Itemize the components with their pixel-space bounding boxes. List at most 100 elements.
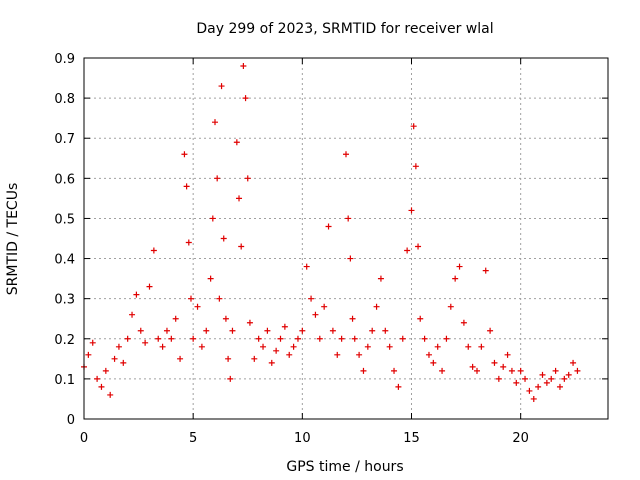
data-point — [227, 375, 234, 382]
y-tick-label: 0.4 — [54, 253, 75, 268]
axis-ticks: 0 0.1 0.2 0.3 0.4 0.5 0.6 0.7 0.8 0.9 0 5 10 15 20 — [54, 52, 608, 446]
data-point — [255, 335, 262, 342]
data-point — [146, 283, 153, 290]
data-point — [412, 163, 419, 170]
data-point — [338, 335, 345, 342]
y-tick-label: 0.1 — [54, 373, 75, 388]
data-point — [137, 327, 144, 334]
data-point — [150, 247, 157, 254]
data-point — [212, 119, 218, 126]
x-axis-label: GPS time / hours — [286, 459, 403, 475]
x-tick-label: 15 — [403, 431, 420, 446]
data-point — [345, 215, 352, 222]
data-point — [220, 235, 227, 242]
data-point — [273, 347, 280, 354]
data-point — [251, 355, 258, 362]
data-point — [218, 83, 225, 90]
data-point — [198, 343, 205, 350]
y-tick-label: 0.5 — [54, 212, 75, 227]
data-point — [294, 335, 301, 342]
data-point — [316, 335, 323, 342]
y-tick-label: 0.2 — [54, 333, 75, 348]
data-point — [349, 315, 356, 322]
data-point — [408, 207, 415, 214]
data-point — [111, 355, 118, 362]
data-point — [159, 343, 166, 350]
y-tick-label: 0.7 — [54, 132, 75, 147]
data-point — [574, 367, 581, 374]
data-point — [299, 327, 306, 334]
data-point — [240, 63, 247, 70]
data-point — [290, 343, 297, 350]
data-point — [456, 263, 463, 270]
data-point — [526, 387, 533, 394]
data-point — [530, 395, 537, 402]
data-point — [303, 263, 310, 270]
data-point — [465, 343, 472, 350]
data-point — [439, 367, 446, 374]
data-point — [308, 295, 315, 302]
chart-title: Day 299 of 2023, SRMTID for receiver wla… — [196, 21, 493, 37]
data-point — [535, 383, 542, 390]
x-tick-label: 0 — [80, 431, 88, 446]
data-point — [517, 367, 524, 374]
x-tick-label: 5 — [189, 431, 197, 446]
data-point — [163, 327, 170, 334]
data-point — [508, 367, 515, 374]
data-point — [382, 327, 389, 334]
data-point — [107, 391, 114, 398]
data-point — [351, 335, 358, 342]
data-point — [177, 355, 184, 362]
data-point — [102, 367, 109, 374]
data-point — [133, 291, 140, 298]
data-point — [447, 303, 454, 310]
data-point — [268, 359, 275, 366]
data-point — [94, 375, 101, 382]
data-point — [552, 367, 559, 374]
y-tick-label: 0.6 — [54, 172, 75, 187]
data-point — [421, 335, 428, 342]
data-point — [410, 123, 417, 130]
data-point — [522, 375, 529, 382]
data-point — [209, 215, 216, 222]
data-point — [216, 295, 223, 302]
x-tick-label: 20 — [512, 431, 529, 446]
grid-lines — [84, 58, 608, 419]
data-point — [513, 379, 520, 386]
data-point — [539, 371, 546, 378]
data-point — [347, 255, 354, 262]
data-point — [343, 151, 349, 158]
data-point — [233, 139, 240, 146]
data-point — [172, 315, 179, 322]
data-point — [222, 315, 229, 322]
y-tick-label: 0.9 — [54, 52, 75, 67]
data-point — [115, 343, 122, 350]
data-point — [500, 363, 507, 370]
data-point — [415, 243, 422, 250]
data-point — [225, 355, 232, 362]
data-point — [360, 367, 367, 374]
y-tick-label: 0 — [67, 413, 75, 428]
data-point — [570, 359, 577, 366]
data-point — [469, 363, 476, 370]
data-point — [124, 335, 131, 342]
data-point — [190, 335, 197, 342]
data-point — [142, 339, 149, 346]
data-point — [543, 379, 550, 386]
data-point — [443, 335, 450, 342]
data-point — [85, 351, 92, 358]
data-point — [181, 151, 188, 158]
data-point — [395, 383, 402, 390]
data-point — [386, 343, 393, 350]
data-point — [281, 323, 288, 330]
plot-frame — [83, 57, 609, 420]
data-point — [264, 327, 271, 334]
data-point — [460, 319, 467, 326]
data-point — [417, 315, 424, 322]
data-point — [286, 351, 293, 358]
data-point — [495, 375, 502, 382]
data-point — [244, 175, 251, 182]
data-point — [373, 303, 380, 310]
y-tick-label: 0.8 — [54, 92, 75, 107]
